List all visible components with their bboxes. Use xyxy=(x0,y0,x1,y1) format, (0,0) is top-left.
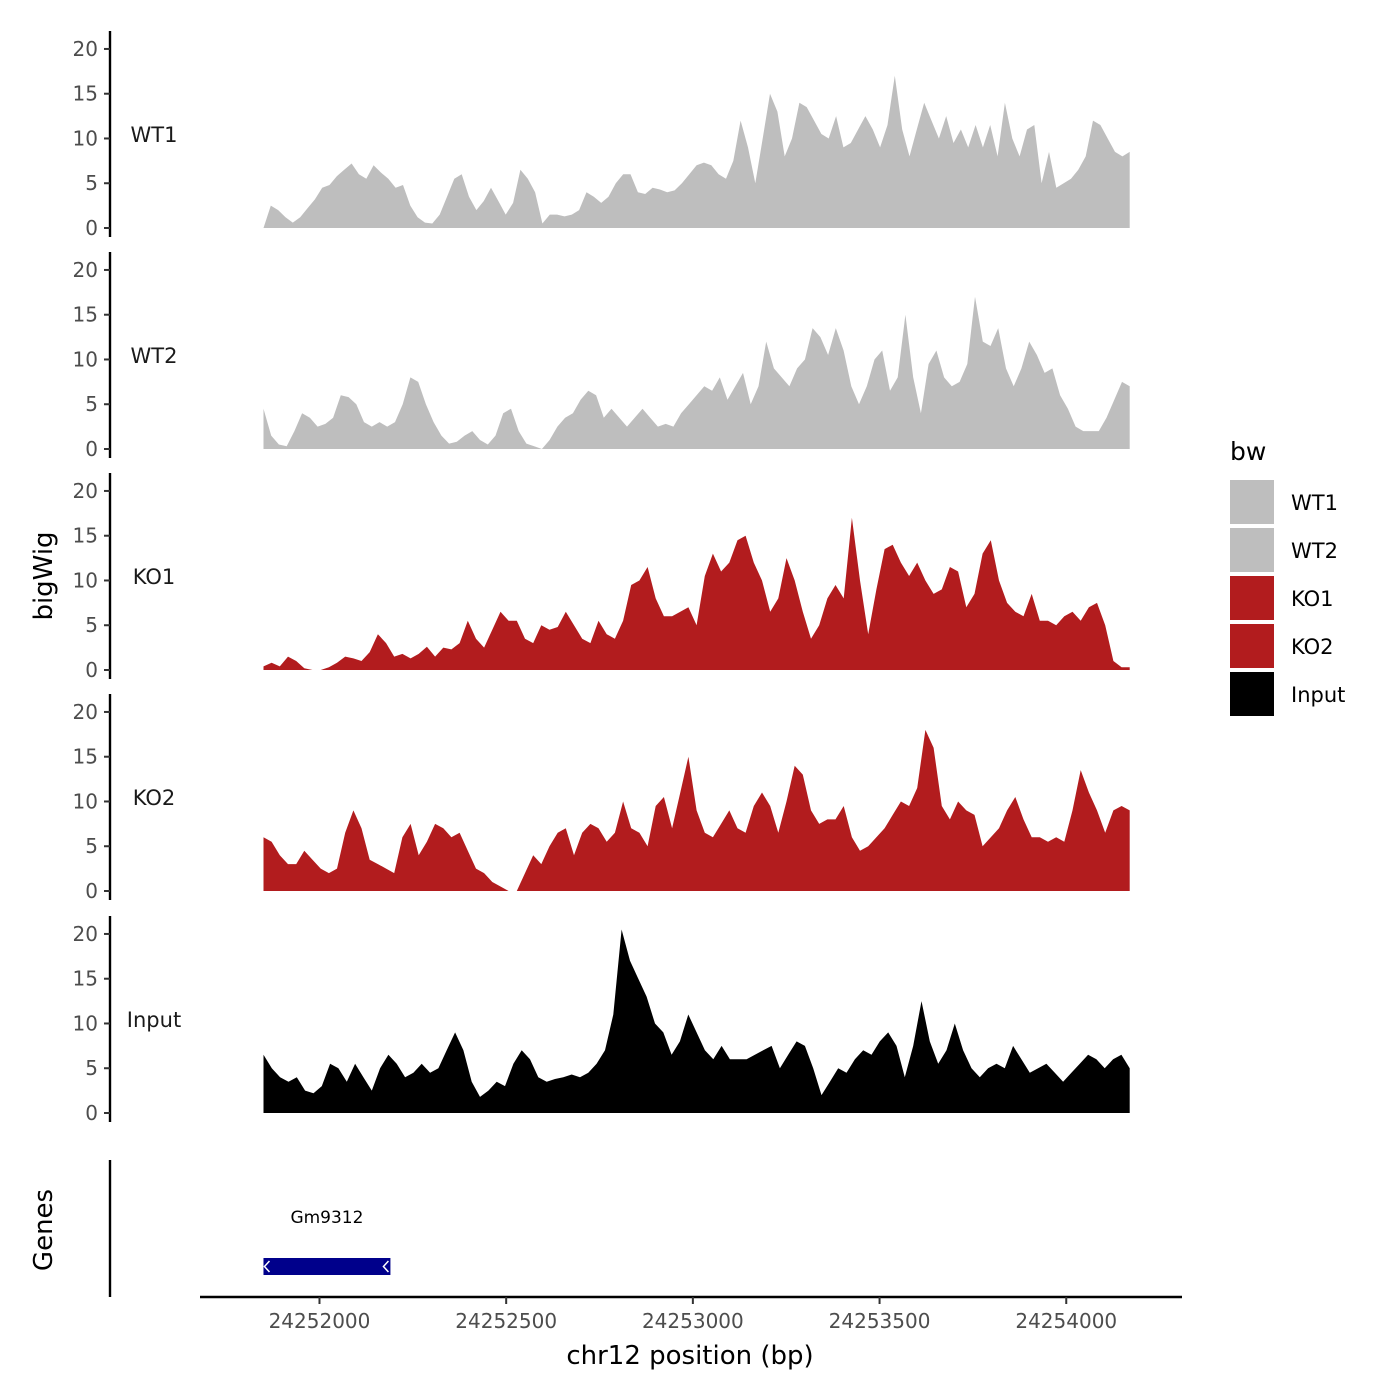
legend-label-wt1: WT1 xyxy=(1291,491,1338,515)
y-tick-label: 10 xyxy=(73,568,98,592)
x-tick-label: 24254000 xyxy=(1015,1309,1117,1333)
y-tick-label: 5 xyxy=(85,1056,98,1080)
y-tick-label: 5 xyxy=(85,613,98,637)
track-label-wt1: WT1 xyxy=(131,123,178,147)
panel-input: 0 5 10 15 20 Input xyxy=(73,915,1130,1125)
coverage-area-ko2 xyxy=(263,729,1130,891)
panel-wt2: 0 5 10 15 20 WT2 xyxy=(73,251,1130,461)
track-label-ko1: KO1 xyxy=(133,565,176,589)
y-tick-label: 10 xyxy=(73,126,98,150)
legend-label-input: Input xyxy=(1291,683,1345,707)
y-tick-label: 15 xyxy=(73,524,98,548)
panel-ko1: 0 5 10 15 20 KO1 xyxy=(73,472,1130,682)
strand-arrow-icon xyxy=(263,1260,271,1273)
coverage-panels: 0 5 10 15 20 WT1 0 5 10 15 20 WT2 0 5 10 15 20 KO1 0 5 10 15 2… xyxy=(73,30,1130,1125)
gene-body xyxy=(263,1258,391,1275)
legend-swatch-ko2 xyxy=(1230,624,1274,668)
y-tick-label: 10 xyxy=(73,789,98,813)
y-tick-label: 0 xyxy=(85,437,98,461)
x-tick-label: 24252000 xyxy=(269,1309,371,1333)
x-tick-label: 24253500 xyxy=(829,1309,931,1333)
gene-label: Gm9312 xyxy=(290,1208,363,1228)
panel-ko2: 0 5 10 15 20 KO2 xyxy=(73,693,1130,903)
track-label-ko2: KO2 xyxy=(133,786,176,810)
y-tick-label: 0 xyxy=(85,879,98,903)
y-tick-label: 5 xyxy=(85,392,98,416)
coverage-area-ko1 xyxy=(263,517,1130,670)
y-tick-label: 15 xyxy=(73,967,98,991)
y-tick-label: 0 xyxy=(85,658,98,682)
y-tick-label: 10 xyxy=(73,347,98,371)
legend-label-wt2: WT2 xyxy=(1291,539,1338,563)
y-tick-label: 20 xyxy=(73,37,98,61)
y-tick-label: 15 xyxy=(73,303,98,327)
y-tick-label: 0 xyxy=(85,1101,98,1125)
y-tick-label: 10 xyxy=(73,1011,98,1035)
y-tick-label: 20 xyxy=(73,922,98,946)
legend-swatch-input xyxy=(1230,672,1274,716)
panel-wt1: 0 5 10 15 20 WT1 xyxy=(73,30,1130,240)
y-tick-label: 15 xyxy=(73,82,98,106)
x-tick-label: 24252500 xyxy=(455,1309,557,1333)
x-axis: 24252000 24252500 24253000 24253500 24254000 xyxy=(200,1295,1182,1333)
genes-panel: Gm9312 xyxy=(108,1160,391,1297)
legend: bw WT1 WT2 KO1 KO2 Input xyxy=(1230,437,1345,716)
genes-axis-title: Genes xyxy=(29,1189,59,1271)
track-label-input: Input xyxy=(127,1008,181,1032)
legend-label-ko2: KO2 xyxy=(1291,635,1334,659)
legend-label-ko1: KO1 xyxy=(1291,587,1334,611)
coverage-area-input xyxy=(263,929,1130,1113)
y-tick-label: 5 xyxy=(85,171,98,195)
y-tick-label: 20 xyxy=(73,258,98,282)
y-tick-label: 20 xyxy=(73,700,98,724)
x-axis-title: chr12 position (bp) xyxy=(566,1341,813,1371)
coverage-area-wt1 xyxy=(263,75,1130,228)
strand-arrow-icon xyxy=(382,1260,389,1273)
track-label-wt2: WT2 xyxy=(131,344,178,368)
y-tick-label: 20 xyxy=(73,479,98,503)
y-tick-label: 5 xyxy=(85,834,98,858)
y-axis-title: bigWig xyxy=(29,531,59,620)
coverage-area-wt2 xyxy=(263,296,1130,449)
y-tick-label: 15 xyxy=(73,745,98,769)
legend-swatch-wt2 xyxy=(1230,528,1274,572)
y-tick-label: 0 xyxy=(85,216,98,240)
legend-swatch-ko1 xyxy=(1230,576,1274,620)
legend-title: bw xyxy=(1230,437,1266,466)
legend-entries: WT1 WT2 KO1 KO2 Input xyxy=(1230,480,1345,716)
legend-swatch-wt1 xyxy=(1230,480,1274,524)
x-tick-label: 24253000 xyxy=(642,1309,744,1333)
